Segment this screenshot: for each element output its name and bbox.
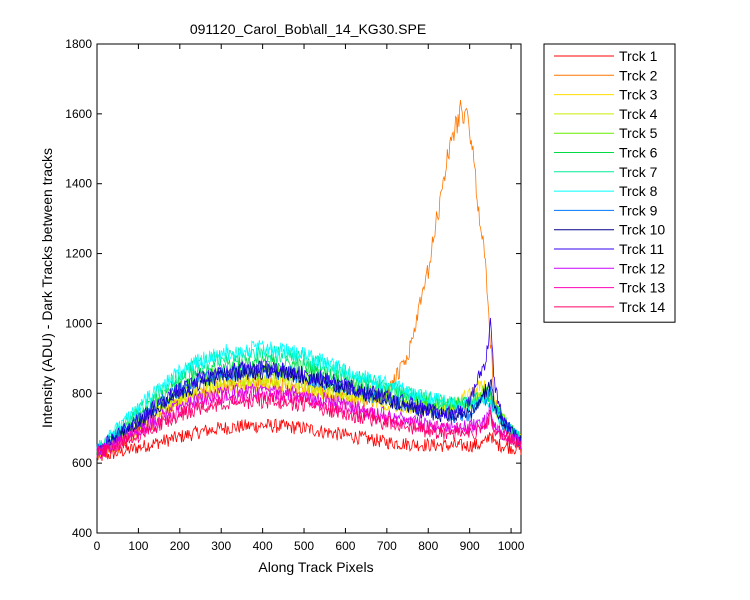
legend-label-12: Trck 12 — [619, 260, 665, 276]
x-tick-label: 300 — [211, 539, 231, 553]
x-tick-label: 100 — [128, 539, 148, 553]
legend-label-5: Trck 5 — [619, 125, 658, 141]
x-tick-label: 600 — [335, 539, 355, 553]
x-tick-label: 200 — [170, 539, 190, 553]
x-axis-label: Along Track Pixels — [258, 559, 373, 575]
legend-label-1: Trck 1 — [619, 48, 658, 64]
y-tick-label: 800 — [72, 386, 92, 400]
y-tick-label: 1400 — [65, 177, 92, 191]
legend-label-8: Trck 8 — [619, 183, 658, 199]
x-tick-label: 800 — [418, 539, 438, 553]
chart-title: 091120_Carol_Bob\all_14_KG30.SPE — [190, 21, 426, 37]
legend-label-14: Trck 14 — [619, 299, 665, 315]
legend: Trck 1 Trck 2 Trck 3 Trck 4 Trck 5 Trck 6 Trck… — [543, 43, 676, 323]
legend-label-3: Trck 3 — [619, 87, 658, 103]
y-tick-label: 1200 — [65, 247, 92, 261]
x-tick-label: 500 — [294, 539, 314, 553]
legend-label-9: Trck 9 — [619, 202, 658, 218]
legend-label-11: Trck 11 — [619, 241, 664, 257]
y-tick-label: 600 — [72, 456, 92, 470]
y-tick-label: 400 — [72, 526, 92, 540]
axes-layer: 0 100 200 300 400 500 600 700 800 900 1000 400 600 80… — [65, 37, 524, 553]
x-tick-label: 400 — [253, 539, 273, 553]
legend-label-7: Trck 7 — [619, 164, 658, 180]
y-tick-label: 1600 — [65, 107, 92, 121]
plot-frame — [96, 43, 522, 534]
legend-label-2: Trck 2 — [619, 67, 658, 83]
series-line-8 — [96, 340, 522, 456]
legend-label-4: Trck 4 — [619, 106, 658, 122]
series-line-11 — [96, 317, 522, 455]
legend-label-13: Trck 13 — [619, 280, 665, 296]
legend-label-6: Trck 6 — [619, 145, 658, 161]
legend-label-10: Trck 10 — [619, 222, 665, 238]
series-line-7 — [96, 345, 522, 453]
y-tick-label: 1000 — [65, 316, 92, 330]
series-line-14 — [96, 392, 522, 459]
series-layer — [96, 100, 522, 462]
y-axis-label: Intensity (ADU) - Dark Tracks between tr… — [39, 148, 55, 428]
legend-box — [543, 43, 676, 323]
x-tick-label: 900 — [460, 539, 480, 553]
x-tick-label: 0 — [94, 539, 101, 553]
x-tick-label: 1000 — [498, 539, 525, 553]
x-tick-label: 700 — [377, 539, 397, 553]
series-line-1 — [96, 418, 522, 462]
y-tick-label: 1800 — [65, 37, 92, 51]
plot-area — [96, 43, 522, 534]
